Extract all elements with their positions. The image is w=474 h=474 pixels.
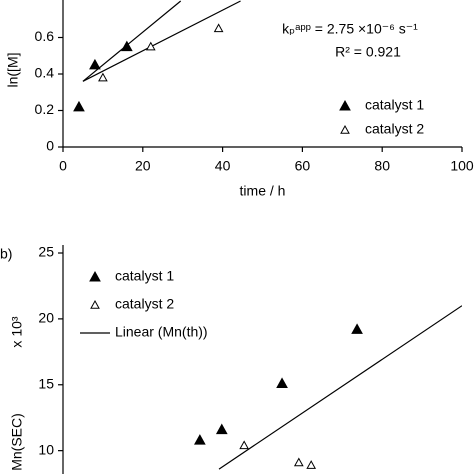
legend-label: Linear (Mn(th))	[115, 324, 208, 340]
data-point	[293, 457, 304, 467]
legend-marker	[339, 99, 351, 111]
data-point	[239, 440, 249, 450]
data-point	[73, 100, 85, 112]
plot-area	[218, 305, 462, 470]
x-tick-label: 100	[450, 158, 474, 174]
data-point	[89, 58, 101, 70]
y-tick-label: 25	[38, 244, 54, 260]
y-axis-unit: x 10³	[9, 316, 25, 347]
y-tick-label: 10	[38, 441, 54, 457]
x-axis-title: time / h	[240, 183, 286, 199]
x-tick-label: 20	[135, 158, 151, 174]
data-point	[276, 377, 288, 388]
legend-marker	[90, 299, 100, 309]
y-tick-label: 0.2	[35, 101, 55, 117]
x-tick-label: 60	[295, 158, 311, 174]
data-point	[194, 434, 206, 445]
y-tick-label: 0.6	[35, 28, 55, 44]
x-tick-label: 0	[59, 158, 67, 174]
legend-label: catalyst 1	[365, 97, 424, 113]
panel-label: b)	[0, 246, 12, 262]
y-tick-label: 0.4	[35, 65, 55, 81]
fit-line	[82, 0, 241, 82]
legend-marker	[89, 270, 101, 282]
y-tick-label: 15	[38, 375, 54, 391]
legend-label: catalyst 2	[365, 121, 424, 137]
data-point	[145, 41, 156, 51]
y-tick-label: 20	[38, 310, 54, 326]
plot-area	[82, 0, 241, 82]
data-point	[351, 323, 363, 334]
x-tick-label: 80	[374, 158, 390, 174]
y-axis-title: Mn(SEC)	[9, 413, 25, 471]
fit-line	[218, 305, 462, 470]
legend-marker	[340, 124, 350, 134]
data-point	[306, 460, 317, 469]
annotation: R² = 0.921	[335, 44, 401, 60]
data-point	[215, 423, 228, 435]
y-tick-label: 0	[46, 138, 54, 154]
data-point	[98, 72, 108, 82]
legend-label: catalyst 1	[115, 268, 174, 284]
data-point	[120, 40, 133, 52]
data-point	[213, 23, 224, 33]
legend-label: catalyst 2	[115, 296, 174, 312]
annotation: kₚᵃᵖᵖ = 2.75 ×10⁻⁶ s⁻¹	[282, 21, 418, 37]
y-axis-title: ln([M]	[5, 53, 21, 88]
x-tick-label: 40	[215, 158, 231, 174]
